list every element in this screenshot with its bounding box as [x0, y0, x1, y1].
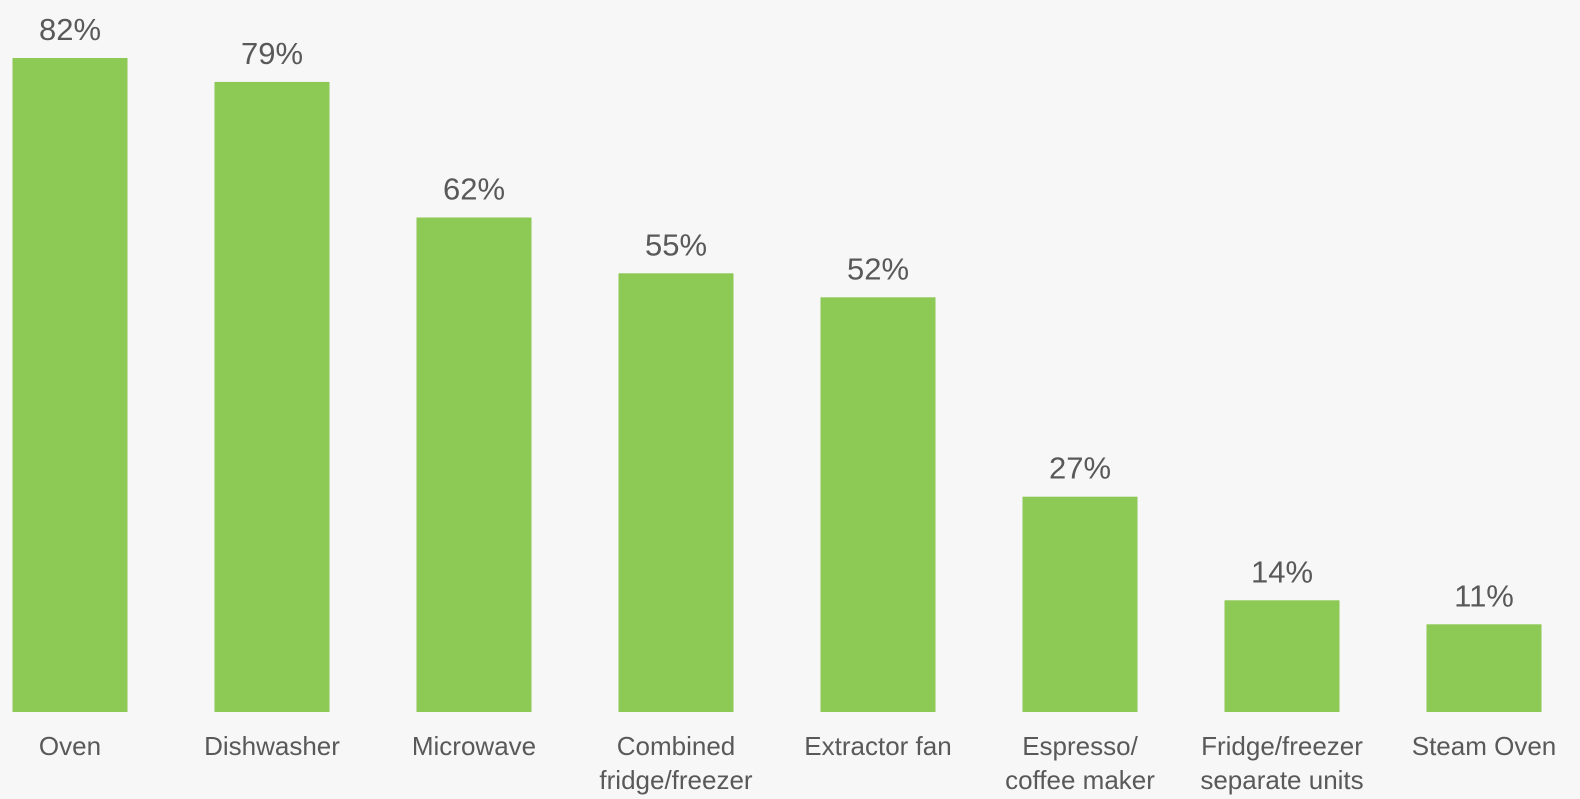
- category-label-5-line-1: coffee maker: [1005, 765, 1155, 795]
- category-labels-group: Oven Dishwasher Microwave Combined fridge/fr…: [39, 731, 1556, 795]
- bar-5: [1022, 496, 1138, 712]
- value-label-0: 82%: [39, 12, 101, 47]
- category-label-6-line-0: Fridge/freezer: [1201, 731, 1363, 761]
- category-label-5-line-0: Espresso/: [1022, 731, 1138, 761]
- bar-7: [1426, 624, 1542, 712]
- category-label-3-line-1: fridge/freezer: [599, 765, 753, 795]
- category-label-4: Extractor fan: [804, 731, 951, 761]
- bar-3: [618, 273, 734, 712]
- value-label-4: 52%: [847, 251, 909, 286]
- value-label-2: 62%: [443, 172, 505, 207]
- category-label-2: Microwave: [412, 731, 536, 761]
- category-label-3-line-0: Combined: [617, 731, 736, 761]
- value-label-6: 14%: [1251, 554, 1313, 589]
- value-label-1: 79%: [241, 36, 303, 71]
- bar-0: [12, 58, 128, 712]
- category-label-1: Dishwasher: [204, 731, 340, 761]
- value-label-3: 55%: [645, 227, 707, 262]
- category-label-6-line-1: separate units: [1200, 765, 1363, 795]
- bar-4: [820, 297, 936, 712]
- category-label-7: Steam Oven: [1412, 731, 1557, 761]
- value-label-5: 27%: [1049, 451, 1111, 486]
- bar-2: [416, 217, 532, 712]
- bar-6: [1224, 600, 1340, 712]
- bars-group: [12, 58, 1542, 712]
- category-label-0: Oven: [39, 731, 101, 761]
- value-label-7: 11%: [1454, 578, 1514, 613]
- value-labels-group: 82% 79% 62% 55% 52% 27% 14% 11%: [39, 12, 1514, 613]
- bar-1: [214, 81, 330, 712]
